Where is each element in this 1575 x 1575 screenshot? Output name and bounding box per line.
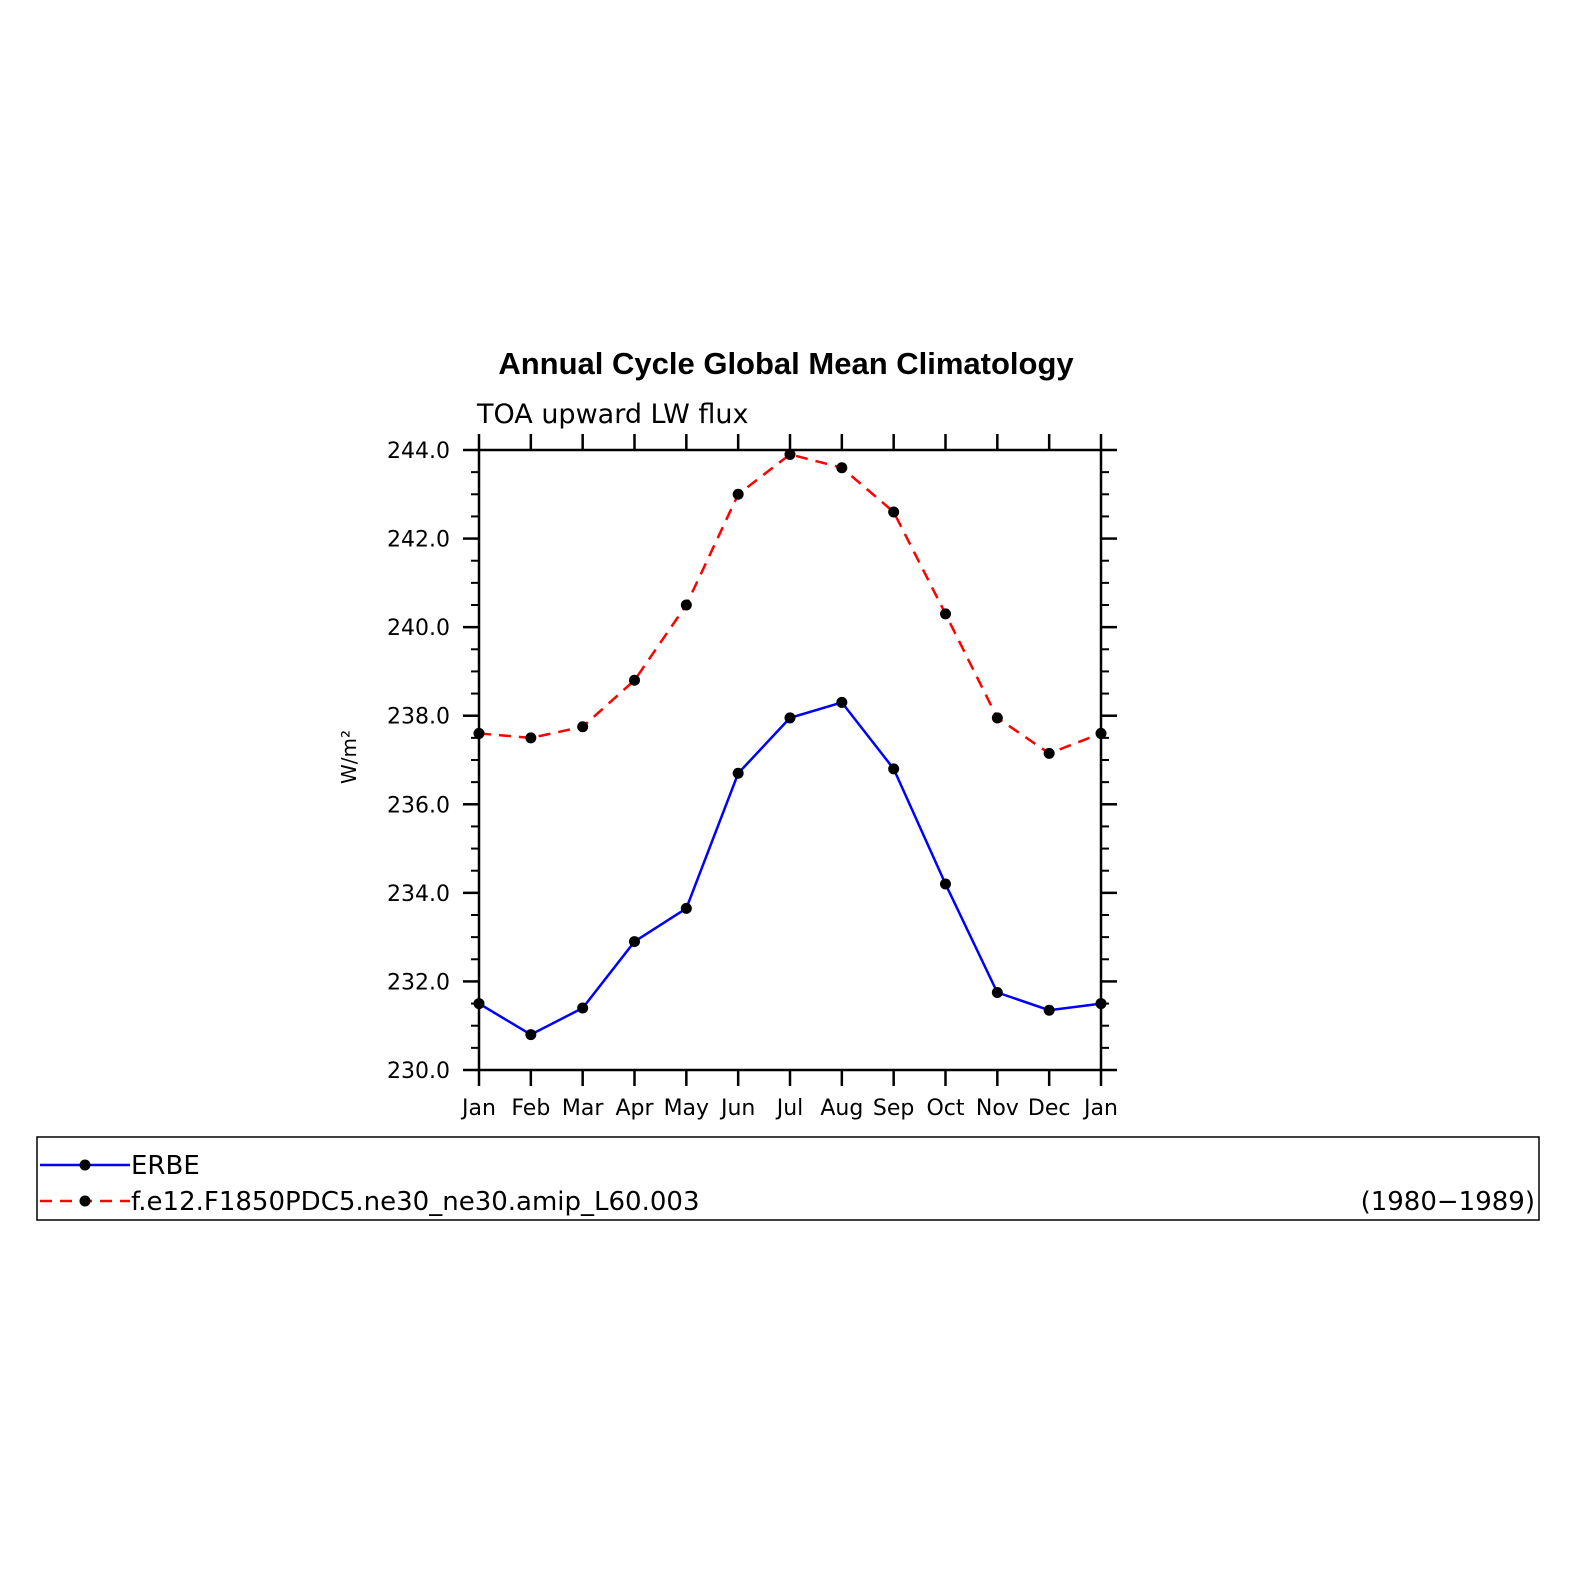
series-1-point [784,448,796,460]
series-0-point [629,936,640,948]
series-1-point [473,727,485,739]
x-tick-label: Feb [511,1096,550,1121]
series-1-point [888,506,900,518]
legend-model-label: f.e12.F1850PDC5.ne30_ne30.amip_L60.003 [131,1187,699,1217]
y-tick-label: 244.0 [387,439,450,464]
y-axis-label: W/m² [337,730,361,784]
series-1-point [1095,727,1107,739]
series-0-point [836,696,848,708]
x-tick-label: Mar [562,1096,604,1121]
series-0-point [473,998,485,1010]
x-tick-label: Dec [1028,1096,1071,1121]
series-1-point [732,488,744,500]
x-tick-label: Jan [1082,1096,1118,1121]
series-1-point [991,712,1003,724]
legend-box [36,1136,1540,1221]
series-1-point [629,674,640,686]
y-tick-label: 240.0 [387,616,450,641]
legend: ERBE f.e12.F1850PDC5.ne30_ne30.amip_L60.… [36,1136,1540,1221]
series-1-point [680,599,692,611]
series-0-point [577,1002,589,1014]
y-tick-label: 238.0 [387,705,450,730]
axes: 230.0 232.0 234.0 236.0 238.0 240.0 242.0 244.0… [387,434,1118,1121]
series-0-point [680,902,692,914]
y-tick-label: 234.0 [387,882,450,907]
legend-erbe-marker [79,1159,91,1171]
y-tick-label: 236.0 [387,793,450,818]
series-0-point [991,987,1003,998]
series-1-point [940,608,951,620]
series-1-point [836,462,848,474]
legend-period: (1980−1989) [1361,1187,1535,1217]
series-0-point [888,763,900,775]
chart-subtitle: TOA upward LW flux [476,399,749,430]
series-0-point [732,767,744,779]
y-tick-label: 230.0 [387,1059,450,1084]
x-tick-label: Nov [976,1096,1019,1121]
legend-model-marker [79,1195,91,1207]
series-1-point [577,721,589,733]
x-tick-label: Apr [615,1096,654,1121]
x-tick-label: Oct [926,1096,964,1121]
x-tick-label: Jun [719,1096,755,1121]
series-1-point [525,732,537,744]
x-tick-label: Aug [820,1096,863,1121]
series-line-1 [478,453,1102,755]
plot-frame [477,448,1103,1072]
x-tick-label: Jan [460,1096,496,1121]
series-0-point [1043,1004,1055,1016]
chart-title: Annual Cycle Global Mean Climatology [498,346,1074,381]
series-0-point [784,712,796,724]
series-line-0 [478,700,1102,1037]
x-tick-label: Sep [873,1096,914,1121]
x-tick-label: May [664,1096,709,1121]
y-tick-label: 242.0 [387,528,450,553]
series-0-point [1095,998,1107,1010]
x-tick-label: Jul [775,1096,804,1121]
series-0-point [525,1029,537,1041]
series-0-point [940,878,951,890]
legend-erbe-label: ERBE [131,1151,200,1181]
plot-series [473,448,1107,1041]
y-tick-label: 232.0 [387,970,450,995]
series-1-point [1043,747,1055,759]
